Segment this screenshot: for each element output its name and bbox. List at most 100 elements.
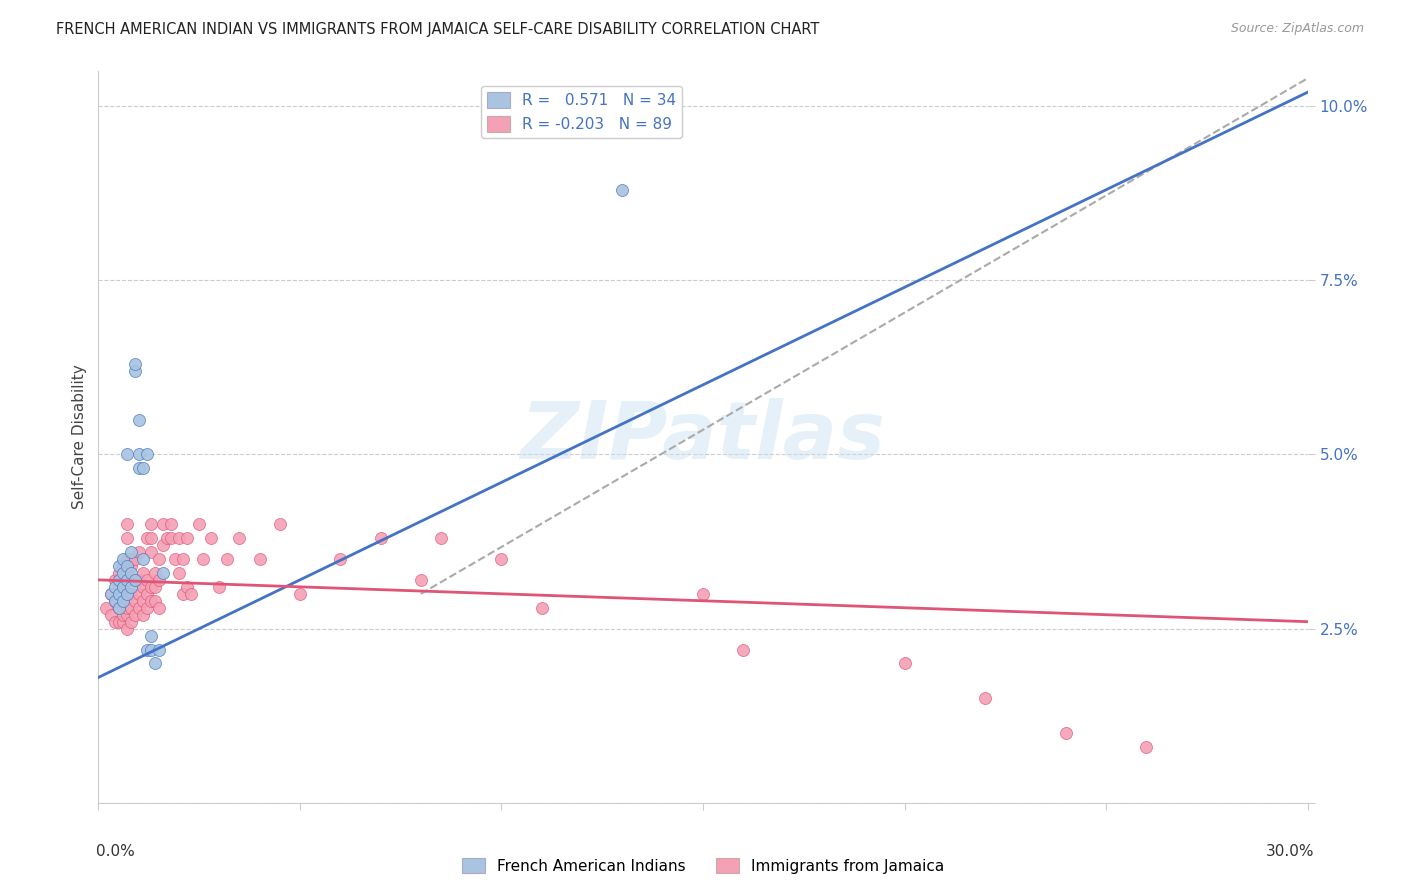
- Point: [148, 642, 170, 657]
- Point: [612, 183, 634, 197]
- Point: [124, 364, 146, 378]
- Point: [143, 580, 166, 594]
- Point: [139, 517, 162, 532]
- Point: [193, 552, 215, 566]
- Point: [974, 691, 997, 706]
- Point: [120, 558, 142, 573]
- Point: [120, 580, 142, 594]
- Point: [100, 587, 122, 601]
- Point: [120, 587, 142, 601]
- Point: [152, 538, 174, 552]
- Point: [111, 580, 134, 594]
- Point: [124, 607, 146, 622]
- Point: [124, 594, 146, 608]
- Point: [692, 587, 714, 601]
- Point: [124, 552, 146, 566]
- Point: [128, 412, 150, 426]
- Point: [135, 448, 157, 462]
- Point: [139, 642, 162, 657]
- Point: [530, 600, 553, 615]
- Point: [120, 615, 142, 629]
- Point: [172, 552, 194, 566]
- Point: [103, 594, 125, 608]
- Point: [409, 573, 432, 587]
- Point: [103, 580, 125, 594]
- Point: [139, 594, 162, 608]
- Point: [132, 552, 155, 566]
- Point: [124, 573, 146, 587]
- Point: [135, 531, 157, 545]
- Point: [217, 552, 239, 566]
- Point: [1135, 740, 1157, 755]
- Point: [132, 566, 155, 580]
- Point: [152, 566, 174, 580]
- Point: [132, 594, 155, 608]
- Point: [103, 594, 125, 608]
- Point: [733, 642, 755, 657]
- Point: [160, 531, 183, 545]
- Point: [491, 552, 513, 566]
- Point: [115, 587, 138, 601]
- Point: [111, 558, 134, 573]
- Point: [135, 587, 157, 601]
- Point: [120, 545, 142, 559]
- Point: [132, 580, 155, 594]
- Point: [124, 357, 146, 371]
- Point: [115, 517, 138, 532]
- Point: [228, 531, 250, 545]
- Point: [128, 573, 150, 587]
- Point: [163, 552, 186, 566]
- Point: [120, 566, 142, 580]
- Point: [135, 600, 157, 615]
- Point: [167, 531, 190, 545]
- Point: [152, 517, 174, 532]
- Point: [156, 531, 179, 545]
- Text: ZIPatlas: ZIPatlas: [520, 398, 886, 476]
- Point: [107, 600, 129, 615]
- Text: Source: ZipAtlas.com: Source: ZipAtlas.com: [1230, 22, 1364, 36]
- Point: [111, 594, 134, 608]
- Point: [288, 587, 311, 601]
- Point: [128, 600, 150, 615]
- Point: [132, 461, 155, 475]
- Point: [115, 558, 138, 573]
- Point: [1054, 726, 1077, 740]
- Point: [107, 566, 129, 580]
- Point: [107, 587, 129, 601]
- Point: [143, 657, 166, 671]
- Point: [111, 552, 134, 566]
- Point: [115, 622, 138, 636]
- Text: FRENCH AMERICAN INDIAN VS IMMIGRANTS FROM JAMAICA SELF-CARE DISABILITY CORRELATI: FRENCH AMERICAN INDIAN VS IMMIGRANTS FRO…: [56, 22, 820, 37]
- Point: [143, 566, 166, 580]
- Point: [115, 587, 138, 601]
- Point: [329, 552, 352, 566]
- Point: [176, 580, 198, 594]
- Point: [893, 657, 915, 671]
- Text: 30.0%: 30.0%: [1267, 845, 1315, 859]
- Point: [370, 531, 392, 545]
- Point: [115, 552, 138, 566]
- Point: [115, 566, 138, 580]
- Point: [167, 566, 190, 580]
- Point: [115, 573, 138, 587]
- Point: [96, 600, 118, 615]
- Point: [132, 607, 155, 622]
- Point: [115, 607, 138, 622]
- Point: [135, 642, 157, 657]
- Point: [120, 600, 142, 615]
- Point: [111, 566, 134, 580]
- Point: [148, 552, 170, 566]
- Point: [172, 587, 194, 601]
- Point: [128, 461, 150, 475]
- Point: [188, 517, 211, 532]
- Point: [148, 573, 170, 587]
- Legend: French American Indians, Immigrants from Jamaica: French American Indians, Immigrants from…: [456, 852, 950, 880]
- Text: 0.0%: 0.0%: [96, 845, 135, 859]
- Point: [135, 573, 157, 587]
- Point: [111, 615, 134, 629]
- Point: [128, 545, 150, 559]
- Point: [176, 531, 198, 545]
- Point: [100, 607, 122, 622]
- Point: [124, 573, 146, 587]
- Point: [200, 531, 222, 545]
